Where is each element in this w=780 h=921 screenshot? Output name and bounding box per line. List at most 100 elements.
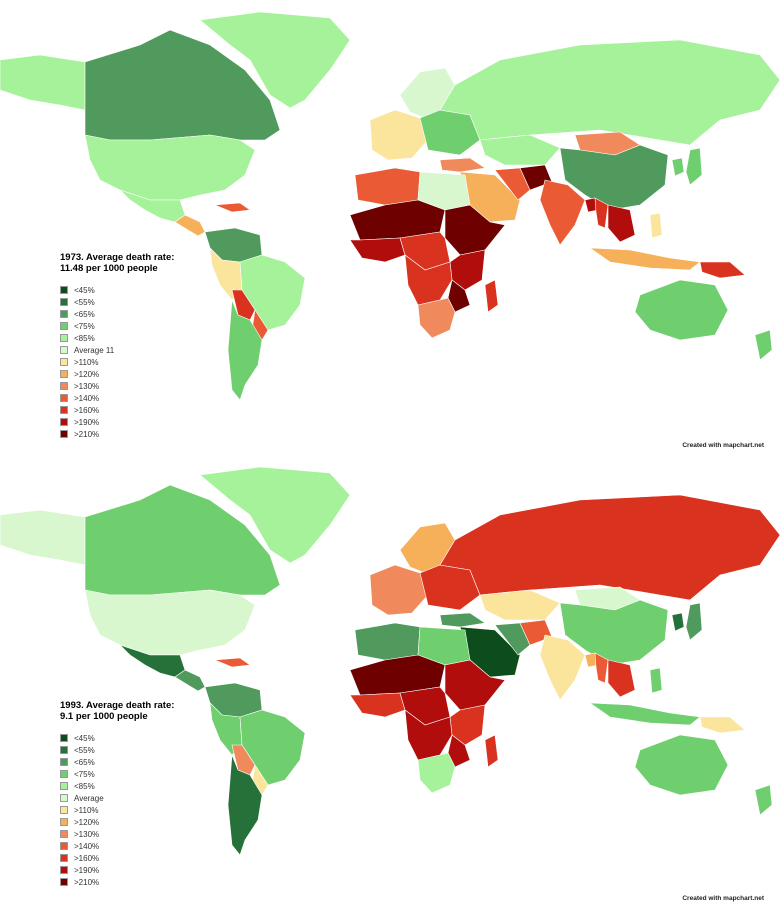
legend-item-lt55: <55% — [60, 744, 174, 756]
legend-item-gt130: >130% — [60, 828, 174, 840]
legend-item-gt210: >210% — [60, 876, 174, 888]
region-philippines — [649, 212, 663, 239]
region-indochina — [607, 659, 636, 698]
legend-swatch — [60, 830, 68, 838]
region-turkey — [439, 612, 486, 628]
legend-label: <65% — [74, 309, 95, 319]
region-mozambique — [447, 734, 471, 768]
legend-item-lt65: <65% — [60, 756, 174, 768]
region-png — [699, 716, 746, 734]
region-australia — [634, 734, 729, 796]
legend-label: >140% — [74, 841, 100, 851]
region-australia — [634, 279, 729, 341]
region-north-africa — [354, 622, 421, 661]
region-chile-argentina — [227, 754, 263, 856]
legend-item-lt75: <75% — [60, 768, 174, 780]
legend-item-lt45: <45% — [60, 284, 174, 296]
region-india — [539, 634, 586, 701]
mapchart-credit: Created with mapchart.net — [682, 442, 764, 449]
region-japan — [685, 147, 703, 186]
region-bolivia — [231, 289, 256, 321]
legend-item-gt160: >160% — [60, 852, 174, 864]
legend-label: >130% — [74, 829, 100, 839]
legend-swatch — [60, 406, 68, 414]
legend-item-avg: Average — [60, 792, 174, 804]
region-greenland — [199, 466, 351, 564]
legend-label: >110% — [74, 805, 99, 815]
legend-label: <85% — [74, 781, 95, 791]
legend-title-line1: 1973. Average death rate: — [60, 252, 175, 263]
legend-label: >140% — [74, 393, 100, 403]
map-panel-1973: 1973. Average death rate: 11.48 per 1000… — [0, 0, 780, 452]
legend-label: <65% — [74, 757, 95, 767]
legend-swatch — [60, 298, 68, 306]
legend-label: <45% — [74, 733, 95, 743]
region-korea — [671, 612, 685, 632]
region-southern-africa — [417, 297, 456, 339]
region-indonesia — [588, 247, 701, 271]
legend-title-line2: 11.48 per 1000 people — [60, 263, 158, 274]
region-madagascar — [484, 734, 499, 768]
legend-label: >130% — [74, 381, 100, 391]
legend-swatch — [60, 842, 68, 850]
region-chile-argentina — [227, 299, 263, 401]
legend-label: >210% — [74, 877, 100, 887]
region-philippines — [649, 667, 663, 694]
world-map-1993 — [0, 466, 780, 856]
region-mozambique — [447, 279, 471, 313]
legend-item-lt55: <55% — [60, 296, 174, 308]
legend-item-gt190: >190% — [60, 416, 174, 428]
region-caribbean — [214, 657, 251, 668]
legend-swatch — [60, 758, 68, 766]
region-myanmar — [594, 652, 609, 684]
legend-swatch — [60, 854, 68, 862]
region-western-europe — [369, 564, 429, 616]
region-western-europe — [369, 109, 429, 161]
region-new-zealand — [754, 784, 773, 816]
region-caribbean — [214, 202, 251, 213]
legend-swatch — [60, 818, 68, 826]
legend-item-gt210: >210% — [60, 428, 174, 440]
legend-swatch — [60, 770, 68, 778]
legend-label: >160% — [74, 405, 100, 415]
legend-item-gt110: >110% — [60, 804, 174, 816]
legend-label: <75% — [74, 321, 95, 331]
legend-swatch — [60, 394, 68, 402]
legend-item-gt140: >140% — [60, 392, 174, 404]
region-west-africa — [349, 237, 406, 263]
legend-item-lt65: <65% — [60, 308, 174, 320]
region-kazakhstan — [479, 589, 561, 621]
legend-swatch — [60, 746, 68, 754]
legend-label: <85% — [74, 333, 95, 343]
region-north-africa — [354, 167, 421, 206]
legend-label: >160% — [74, 853, 100, 863]
legend-item-gt130: >130% — [60, 380, 174, 392]
legend-1973: 1973. Average death rate: 11.48 per 1000… — [60, 252, 174, 440]
legend-label: >120% — [74, 817, 100, 827]
region-turkey — [439, 157, 486, 173]
mapchart-credit: Created with mapchart.net — [682, 895, 764, 902]
region-usa — [84, 134, 256, 201]
legend-rows: <45% <55% <65% <75% <85% Average 11 >110% >120%… — [60, 284, 174, 440]
legend-label: >120% — [74, 369, 100, 379]
map-panel-1993: 1993. Average death rate: 9.1 per 1000 p… — [0, 455, 780, 921]
legend-label: Average — [74, 793, 104, 803]
region-greenland — [199, 11, 351, 109]
legend-swatch — [60, 782, 68, 790]
region-bolivia — [231, 744, 256, 776]
region-alaska — [0, 509, 86, 566]
legend-swatch — [60, 370, 68, 378]
region-angola-congo — [404, 254, 453, 306]
region-madagascar — [484, 279, 499, 313]
legend-swatch — [60, 358, 68, 366]
region-usa — [84, 589, 256, 656]
legend-title: 1993. Average death rate: 9.1 per 1000 p… — [60, 700, 174, 722]
legend-item-lt45: <45% — [60, 732, 174, 744]
legend-swatch — [60, 734, 68, 742]
region-ethiopia-somalia — [444, 204, 506, 256]
region-indonesia — [588, 702, 701, 726]
legend-label: >190% — [74, 865, 100, 875]
legend-swatch — [60, 322, 68, 330]
legend-swatch — [60, 806, 68, 814]
world-map-1973 — [0, 11, 780, 401]
